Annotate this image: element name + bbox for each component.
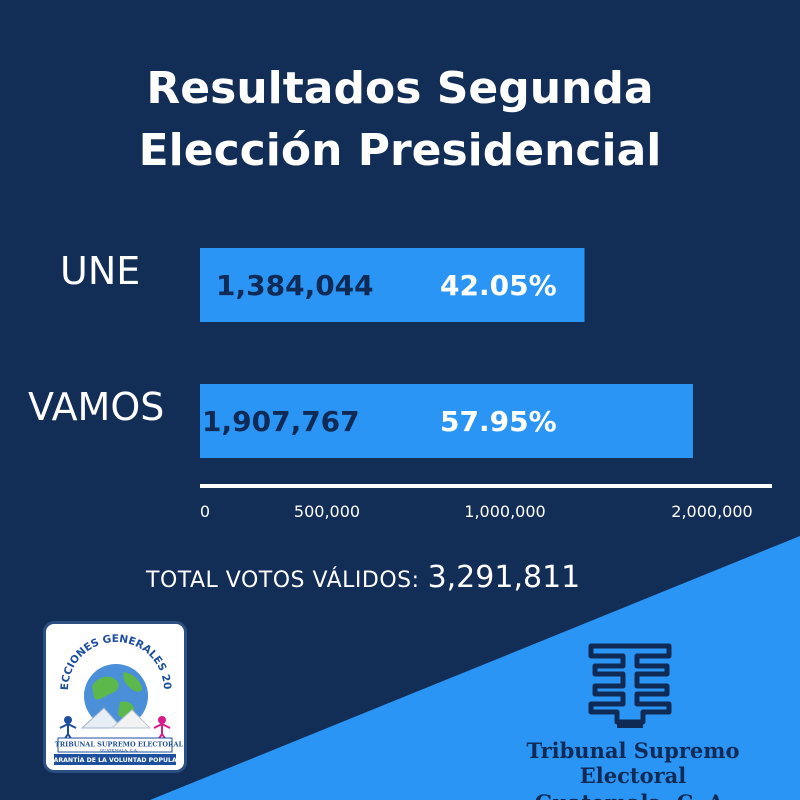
x-tick-label: 0: [200, 502, 210, 521]
globe-land-1: [92, 676, 119, 700]
logo-motto-text: GARANTÍA DE LA VOLUNTAD POPULAR: [49, 755, 182, 764]
x-tick-label: 500,000: [294, 502, 360, 521]
category-label-vamos: VAMOS: [28, 385, 164, 429]
elecciones-2019-logo: ELECCIONES GENERALES 2019 TRIBUNAL SUPRE…: [42, 615, 184, 770]
total-value: 3,291,811: [427, 560, 581, 595]
title-line-1: Resultados Segunda: [146, 63, 654, 114]
tse-logo: Tribunal Supremo Electoral Guatemala, C.…: [478, 638, 788, 800]
total-valid-votes: TOTAL VOTOS VÁLIDOS: 3,291,811: [146, 560, 580, 595]
total-label: TOTAL VOTOS VÁLIDOS:: [146, 568, 420, 593]
title-line-2: Elección Presidencial: [138, 125, 662, 176]
accent-triangle: [150, 536, 800, 800]
tse-name: Tribunal Supremo Electoral: [526, 738, 740, 788]
logo-org-banner: [57, 737, 173, 753]
voter-figure-icon-2: [158, 716, 166, 724]
ballot-icon-2: [110, 709, 152, 729]
value-label-une: 1,384,044: [216, 269, 374, 302]
logo-motto-banner: [54, 754, 176, 765]
voter-figure-icon: [64, 716, 72, 724]
logo-org-text: TRIBUNAL SUPREMO ELECTORAL: [55, 741, 184, 749]
category-label-une: UNE: [60, 249, 140, 293]
ballot-icon: [80, 707, 124, 729]
elecciones-logo-graphic: ELECCIONES GENERALES 2019 TRIBUNAL SUPRE…: [42, 615, 184, 765]
percent-label-vamos: 57.95%: [440, 405, 557, 438]
x-tick-label: 2,000,000: [671, 502, 752, 521]
tse-emblem-icon: [588, 643, 672, 728]
bar-une: [200, 248, 585, 322]
percent-label-une: 42.05%: [440, 269, 557, 302]
tse-location: Guatemala, C. A.: [478, 790, 788, 800]
logo-sub-text: GUATEMALA, C.A.: [100, 748, 138, 753]
bar-chart: UNE 1,384,044 42.05% VAMOS 1,907,767 57.95% 0 5…: [28, 248, 772, 521]
bar-vamos: [200, 384, 693, 458]
x-tick-label: 1,000,000: [464, 502, 545, 521]
globe-land-2: [123, 672, 142, 692]
page-title: Resultados Segunda Elección Presidencial: [0, 58, 800, 182]
value-label-vamos: 1,907,767: [202, 405, 360, 438]
